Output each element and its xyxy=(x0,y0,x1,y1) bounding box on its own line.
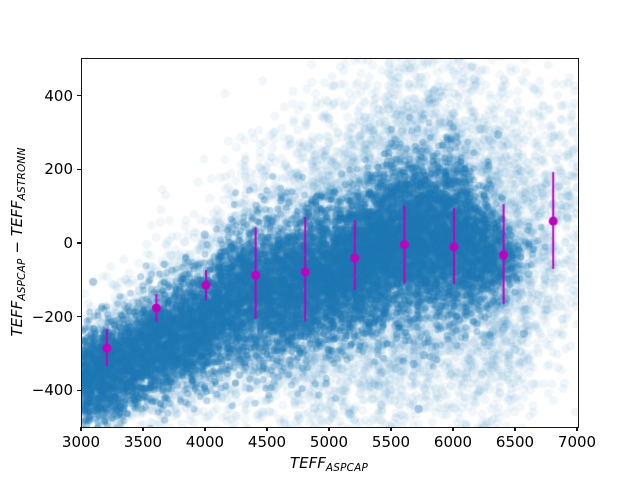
y-axis-label-main2: TEFF xyxy=(8,200,26,237)
y-tick-mark xyxy=(76,168,81,170)
y-tick-label: −400 xyxy=(31,381,73,400)
x-tick-mark xyxy=(576,426,578,431)
x-tick-mark xyxy=(328,426,330,431)
y-tick-mark xyxy=(76,315,81,318)
x-tick-label: 3000 xyxy=(61,433,101,451)
y-tick-label: 0 xyxy=(63,233,73,252)
x-tick-label: 5500 xyxy=(371,433,411,451)
x-axis-label-sub: ASPCAP xyxy=(325,462,369,474)
x-tick-mark xyxy=(142,426,144,431)
y-tick-label: 400 xyxy=(44,86,73,105)
x-tick-mark xyxy=(80,426,82,431)
y-tick-mark xyxy=(76,389,81,391)
y-tick-mark xyxy=(76,94,81,97)
y-tick-mark xyxy=(76,242,81,244)
x-tick-mark xyxy=(514,426,516,431)
x-tick-label: 5000 xyxy=(309,433,349,451)
x-tick-label: 4000 xyxy=(185,433,225,451)
x-axis-label-main: TEFF xyxy=(289,454,326,472)
plot-area xyxy=(80,57,579,428)
x-tick-mark xyxy=(266,426,268,431)
x-tick-mark xyxy=(204,426,206,431)
y-tick-label: 200 xyxy=(44,160,73,179)
x-tick-label: 7000 xyxy=(557,433,597,451)
y-axis-label-sub2: ASTRONN xyxy=(16,147,28,201)
y-axis-label-sub1: ASPCAP xyxy=(16,258,28,301)
y-tick-label: −200 xyxy=(31,307,73,326)
x-tick-mark xyxy=(390,426,392,431)
x-tick-label: 4500 xyxy=(247,433,287,451)
x-tick-label: 6500 xyxy=(495,433,535,451)
x-tick-mark xyxy=(452,426,454,431)
scatter-cloud-canvas xyxy=(81,58,578,427)
x-tick-label: 6000 xyxy=(433,433,473,451)
y-axis-label-main1: TEFF xyxy=(8,300,26,337)
y-axis-label-operator: − xyxy=(8,236,26,259)
x-tick-label: 3500 xyxy=(123,433,163,451)
